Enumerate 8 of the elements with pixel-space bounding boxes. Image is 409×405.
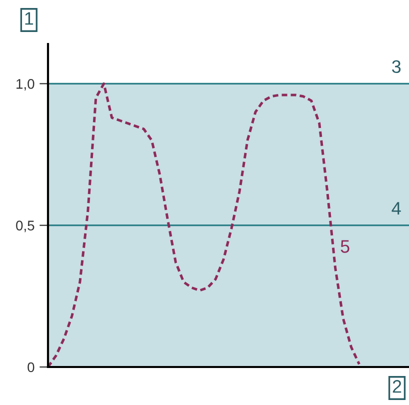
annotation: 3 [392,60,401,74]
annotation: 4 [392,202,401,215]
y-axis-title: 1 [25,12,34,25]
y-tick-label: 0,5 [16,220,34,232]
series-label: 5 [340,240,350,253]
x-axis-title: 2 [392,380,402,393]
y-tick-label: 0 [28,362,34,372]
y-tick-label: 1,0 [16,79,34,90]
